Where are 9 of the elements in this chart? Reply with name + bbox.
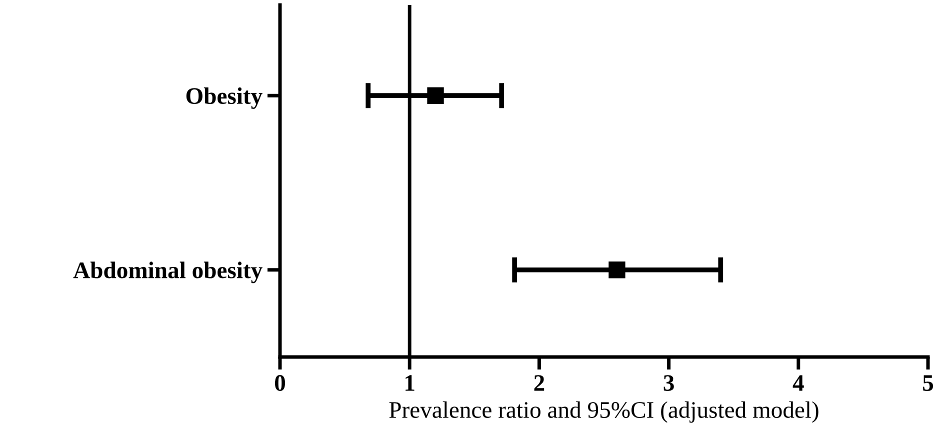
y-tick-label: Obesity [186,87,262,109]
y-tick-label: Abdominal obesity [73,262,262,284]
x-tick-label: 0 [274,375,286,391]
x-tick-label: 2 [534,375,544,391]
x-tick-label: 3 [664,375,674,391]
x-tick-label: 4 [792,375,804,391]
x-axis-title: Prevalence ratio and 95%CI (adjusted model) [389,401,818,423]
x-tick-label: 5 [923,375,934,391]
x-tick-label: 1 [406,375,414,391]
